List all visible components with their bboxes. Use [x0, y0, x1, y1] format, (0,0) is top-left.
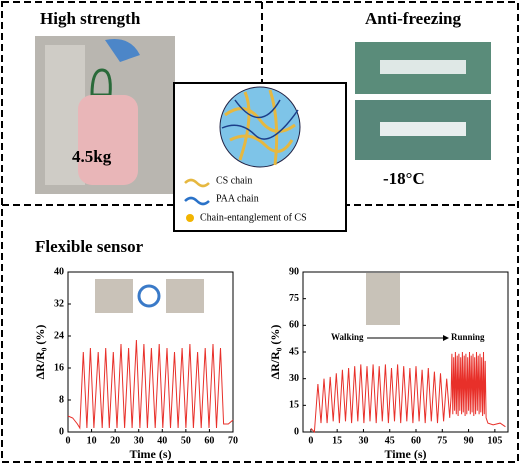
x-tick-label: 40: [157, 435, 167, 446]
annotation: Running: [451, 332, 485, 342]
x-tick-label: 50: [181, 435, 191, 446]
legend-label: Chain-entanglement of CS: [200, 212, 307, 223]
panel-title: High strength: [40, 9, 141, 28]
y-tick-label: 0: [59, 426, 64, 437]
x-tick-label: 90: [464, 435, 474, 446]
x-tick-label: 15: [332, 435, 342, 446]
glove: [105, 39, 140, 62]
y-tick-label: 90: [289, 266, 299, 277]
y-tick-label: 45: [289, 346, 299, 357]
network-circle: [219, 86, 301, 168]
cycle-icon: [137, 284, 161, 308]
data-line: [67, 339, 234, 430]
photo: [366, 273, 400, 325]
legend-swatch: [186, 214, 194, 222]
photo-gel: [380, 122, 466, 136]
x-tick-label: 0: [308, 435, 313, 446]
y-tick-label: 16: [54, 362, 64, 373]
cs-chains: [224, 89, 296, 166]
x-tick-label: 60: [411, 435, 421, 446]
x-tick-label: 75: [437, 435, 447, 446]
y-tick-label: 24: [54, 330, 64, 341]
x-tick-label: 10: [87, 435, 97, 446]
panel-title: Anti-freezing: [365, 9, 461, 28]
x-tick-label: 45: [385, 435, 395, 446]
y-tick-label: 40: [54, 266, 64, 277]
x-tick-label: 20: [110, 435, 120, 446]
x-tick-label: 105: [487, 435, 502, 446]
photo: [166, 279, 204, 313]
x-tick-label: 60: [204, 435, 214, 446]
paa-chains: [221, 99, 299, 140]
y-tick-label: 0: [294, 426, 299, 437]
x-tick-label: 0: [66, 435, 71, 446]
x-axis-label: Time (s): [129, 447, 171, 461]
annotation: Walking: [331, 332, 364, 342]
handle: [90, 68, 112, 97]
legend-label: CS chain: [216, 175, 252, 186]
x-axis-label: Time (s): [384, 447, 426, 461]
x-tick-label: 70: [228, 435, 238, 446]
y-tick-label: 75: [289, 293, 299, 304]
legend-label: PAA chain: [216, 193, 259, 204]
data-line: [310, 351, 506, 434]
y-axis-label: ΔR/R₀ (%): [33, 325, 47, 380]
y-axis-label: ΔR/R₀ (%): [268, 325, 282, 380]
temperature-label: -18°C: [383, 169, 425, 188]
y-tick-label: 32: [54, 298, 64, 309]
annotation-arrowhead: [443, 335, 449, 341]
photo-gel: [380, 60, 466, 74]
legend-swatch: [184, 196, 210, 206]
panel-title: Flexible sensor: [35, 237, 144, 256]
legend-swatch: [184, 178, 210, 188]
photo: [95, 279, 133, 313]
weight-label: 4.5kg: [72, 147, 112, 166]
x-tick-label: 30: [358, 435, 368, 446]
y-tick-label: 8: [59, 394, 64, 405]
y-tick-label: 15: [289, 400, 299, 411]
bottle: [78, 95, 138, 185]
y-tick-label: 60: [289, 320, 299, 331]
y-tick-label: 30: [289, 373, 299, 384]
x-tick-label: 30: [134, 435, 144, 446]
plot-frame: [67, 271, 234, 433]
